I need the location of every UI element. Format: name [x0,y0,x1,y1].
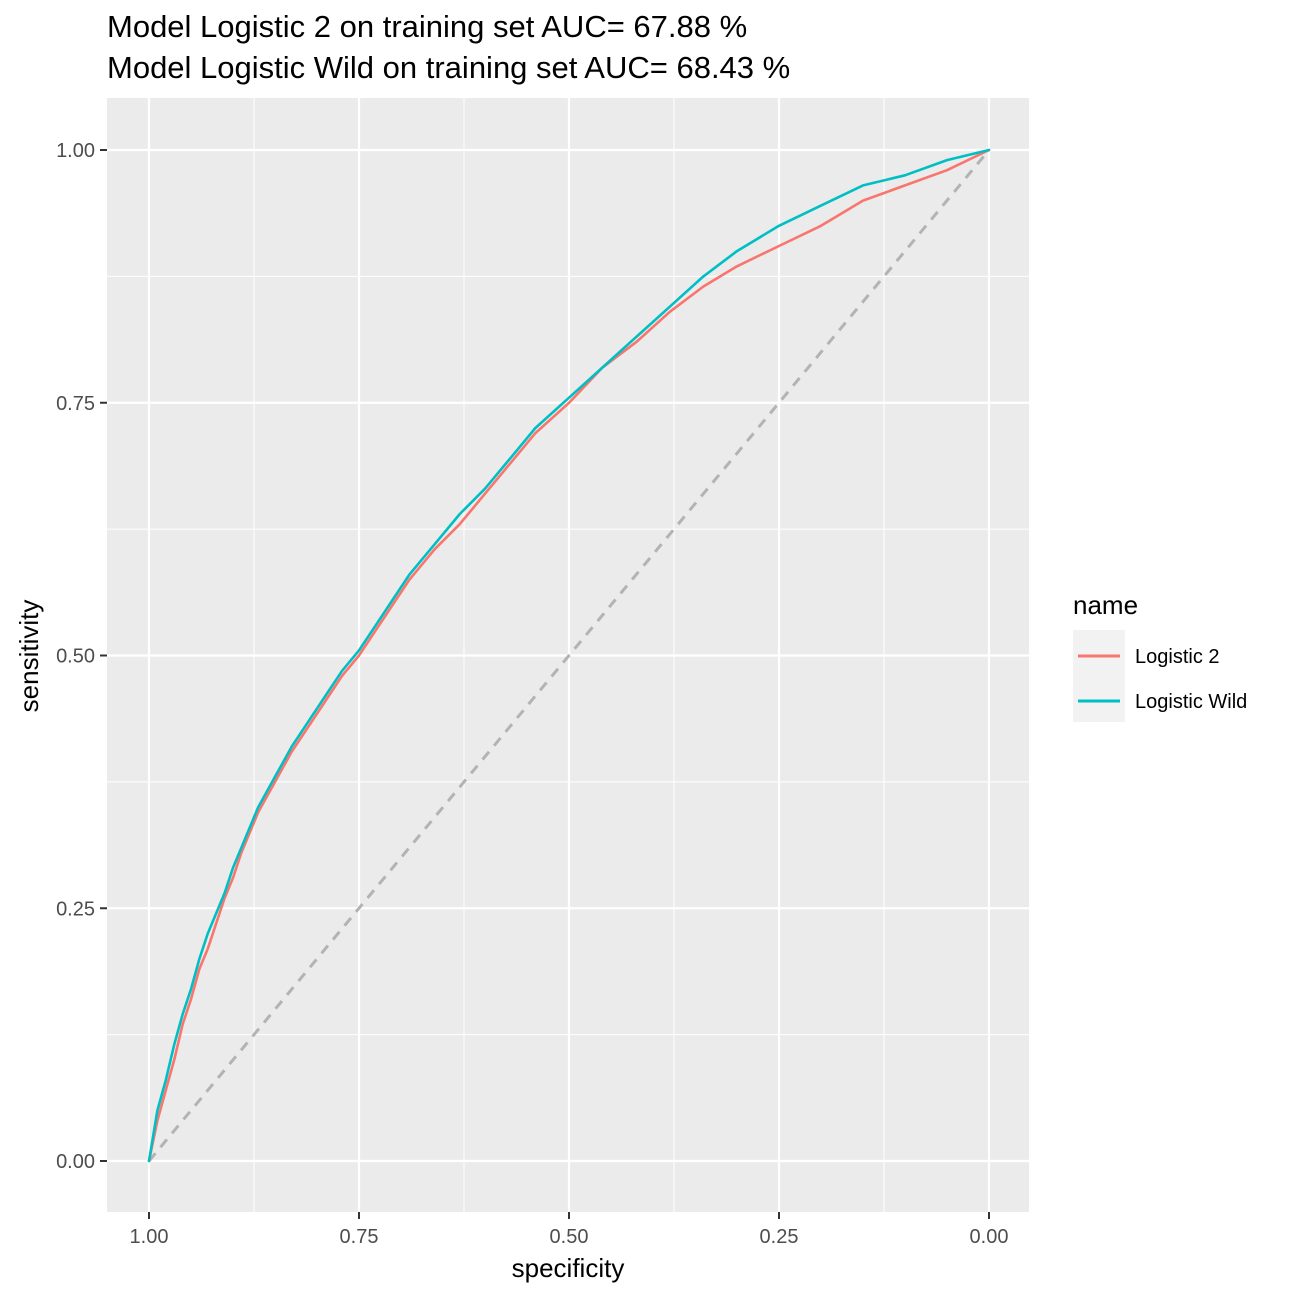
y-tick-label: 1.00 [56,140,95,162]
legend-label-logistic-wild: Logistic Wild [1135,691,1247,713]
x-tick-label: 0.75 [340,1226,379,1248]
x-axis-ticks: 1.00 0.75 0.50 0.25 0.00 [130,1212,1009,1248]
x-tick-label: 0.50 [550,1226,589,1248]
y-tick-label: 0.25 [56,898,95,920]
x-tick-label: 0.25 [760,1226,799,1248]
chart-title-line-1: Model Logistic 2 on training set AUC= 67… [107,9,747,44]
chart-title-line-2: Model Logistic Wild on training set AUC=… [107,50,790,85]
x-axis-title: specificity [512,1253,625,1283]
x-tick-label: 0.00 [970,1226,1009,1248]
y-tick-label: 0.75 [56,393,95,415]
series-line-logistic-wild [147,148,991,1163]
y-axis-ticks: 0.00 0.25 0.50 0.75 1.00 [56,140,107,1173]
y-tick-label: 0.00 [56,1151,95,1173]
series-lines [147,148,991,1163]
y-tick-label: 0.50 [56,646,95,668]
x-tick-label: 1.00 [130,1226,169,1248]
legend: name Logistic 2 Logistic Wild [1073,590,1247,722]
series-line-logistic-2 [147,148,991,1163]
legend-title: name [1073,590,1138,620]
y-axis-title: sensitivity [14,600,44,713]
chance-reference-line [147,149,991,1162]
legend-label-logistic-2: Logistic 2 [1135,646,1220,668]
